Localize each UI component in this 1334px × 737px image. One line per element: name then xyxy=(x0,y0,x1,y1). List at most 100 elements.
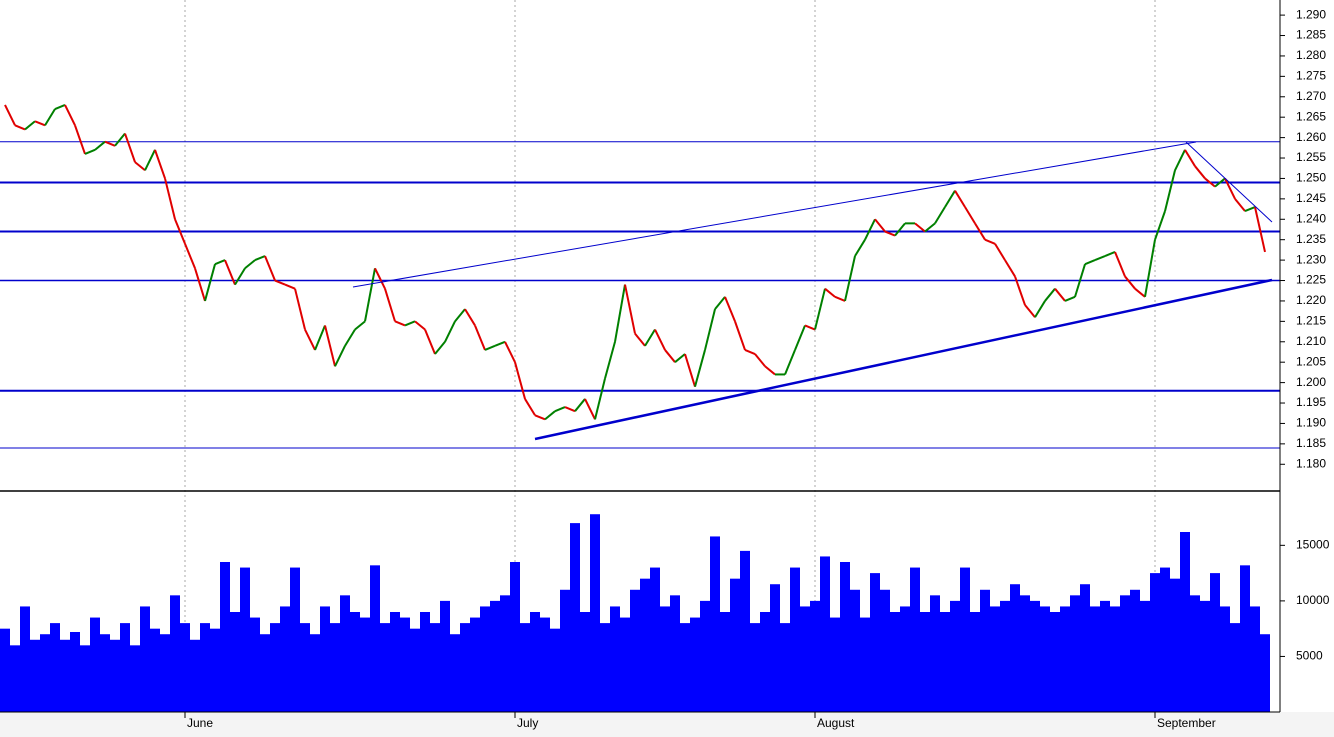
price-segment xyxy=(804,324,816,331)
volume-bar xyxy=(90,617,100,712)
price-segment xyxy=(1184,149,1196,167)
volume-bar xyxy=(1190,595,1200,712)
price-segment xyxy=(294,288,306,330)
price-segment xyxy=(144,149,156,171)
price-segment xyxy=(534,414,546,421)
volume-bar xyxy=(990,606,1000,712)
price-segment xyxy=(484,344,496,351)
volume-bar xyxy=(750,623,760,712)
volume-bar xyxy=(1130,589,1140,712)
price-segment xyxy=(154,149,166,179)
volume-bar xyxy=(20,606,30,712)
volume-bar xyxy=(500,595,510,712)
volume-bar xyxy=(300,623,310,712)
volume-bar xyxy=(280,606,290,712)
volume-bar xyxy=(860,617,870,712)
volume-bar xyxy=(730,578,740,712)
volume-bar xyxy=(670,595,680,712)
volume-bar xyxy=(1000,600,1010,712)
y-tick-label: 1.210 xyxy=(1296,334,1326,348)
price-segment xyxy=(1034,300,1046,318)
price-segment xyxy=(864,218,876,241)
volume-bar xyxy=(930,595,940,712)
volume-bar xyxy=(260,634,270,712)
volume-bar xyxy=(570,523,580,712)
volume-bar xyxy=(80,645,90,712)
y-tick-label: 1.285 xyxy=(1296,28,1326,42)
price-segment xyxy=(964,206,976,224)
price-segment xyxy=(24,120,36,131)
price-segment xyxy=(1114,251,1126,277)
price-segment xyxy=(204,263,216,302)
volume-bar xyxy=(1200,600,1210,712)
volume-bar xyxy=(940,612,950,712)
volume-bar xyxy=(740,550,750,712)
price-segment xyxy=(454,308,466,322)
y-tick-label: 1.265 xyxy=(1296,109,1326,123)
volume-bar xyxy=(1080,584,1090,712)
price-segment xyxy=(1014,276,1026,306)
volume-bar xyxy=(1240,565,1250,712)
price-segment xyxy=(894,222,906,237)
price-segment xyxy=(274,279,286,286)
price-segment xyxy=(334,345,346,367)
price-segment xyxy=(394,320,406,327)
volume-bar xyxy=(490,600,500,712)
price-segment xyxy=(1234,198,1246,212)
trend-lines xyxy=(352,141,1273,441)
price-segment xyxy=(1254,206,1266,253)
price-segment xyxy=(4,104,16,126)
volume-bar xyxy=(410,628,420,712)
price-segment xyxy=(324,325,336,367)
price-segment xyxy=(304,329,316,351)
price-segment xyxy=(214,259,226,266)
x-tick-label: September xyxy=(1157,716,1216,730)
price-segment xyxy=(314,325,326,351)
price-segment xyxy=(1224,178,1236,200)
volume-bar xyxy=(450,634,460,712)
price-segment xyxy=(164,178,176,220)
price-segment xyxy=(124,133,136,163)
price-segment xyxy=(564,406,576,413)
volume-bar xyxy=(610,606,620,712)
y-tick-label: 1.225 xyxy=(1296,273,1326,287)
volume-bar xyxy=(1070,595,1080,712)
price-segment xyxy=(644,329,656,347)
volume-bar xyxy=(1050,612,1060,712)
volume-bar xyxy=(880,589,890,712)
price-segment xyxy=(254,255,266,262)
volume-bar xyxy=(270,623,280,712)
price-segment xyxy=(384,288,396,322)
volume-bar xyxy=(820,556,830,712)
price-segment xyxy=(544,410,556,421)
price-segment xyxy=(1214,177,1226,188)
price-segment xyxy=(14,124,26,131)
volume-bar xyxy=(1250,606,1260,712)
volume-bar xyxy=(380,623,390,712)
volume-bar xyxy=(540,617,550,712)
volume-bar xyxy=(290,567,300,712)
y-tick-label: 1.180 xyxy=(1296,456,1326,470)
volume-bar xyxy=(340,595,350,712)
y-tick-label: 1.290 xyxy=(1296,7,1326,21)
price-segment xyxy=(494,340,506,347)
y-tick-label: 10000 xyxy=(1296,593,1330,607)
price-segment xyxy=(514,361,526,400)
volume-bar xyxy=(550,628,560,712)
price-segment xyxy=(224,259,236,285)
price-segment xyxy=(624,284,636,334)
trend-line xyxy=(352,141,1197,288)
price-segment xyxy=(1004,259,1016,277)
volume-bar xyxy=(900,606,910,712)
volume-bar xyxy=(1030,600,1040,712)
volume-bar xyxy=(420,612,430,712)
price-segment xyxy=(1174,149,1186,171)
volume-bar xyxy=(950,600,960,712)
volume-bar xyxy=(920,612,930,712)
price-segment xyxy=(414,320,426,331)
volume-bar xyxy=(700,600,710,712)
price-segment xyxy=(234,267,246,286)
volume-bar xyxy=(650,567,660,712)
volume-bar xyxy=(180,623,190,712)
y-tick-label: 1.200 xyxy=(1296,375,1326,389)
